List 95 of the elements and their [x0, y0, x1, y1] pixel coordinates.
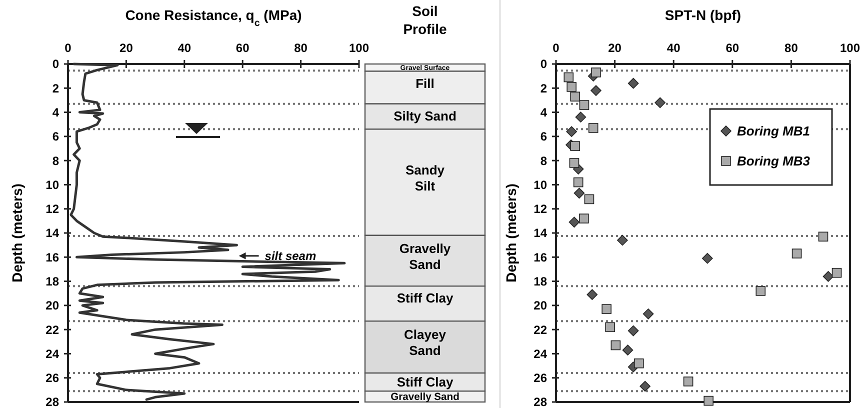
- series-label: Silty Sand: [394, 108, 456, 124]
- point: [579, 100, 590, 110]
- y-tick-label: 18: [534, 274, 548, 288]
- point: [634, 358, 644, 368]
- x-tick-label: 100: [348, 41, 370, 55]
- y-tick-label: 24: [46, 346, 60, 361]
- x-tick-label: 80: [294, 41, 308, 55]
- point: [564, 72, 574, 82]
- y-tick-label: 8: [52, 154, 60, 168]
- series-label: Gravelly Sand: [399, 240, 452, 272]
- series-label: Sandy Silt: [405, 162, 446, 194]
- y-tick-label: 12: [534, 202, 548, 216]
- point: [586, 289, 598, 300]
- point: [683, 376, 694, 386]
- y-tick-label: 2: [52, 81, 60, 96]
- series-label: Stiff Clay: [396, 290, 454, 306]
- y-tick-label: 24: [534, 346, 548, 361]
- line-series: [70, 62, 346, 401]
- point: [792, 248, 802, 258]
- point: [605, 322, 615, 332]
- y-tick-label: 6: [52, 130, 60, 144]
- point: [579, 214, 589, 224]
- point: [574, 188, 585, 199]
- point: [654, 97, 666, 108]
- y-tick-label: 10: [46, 178, 60, 192]
- series-label: Clayey Sand: [404, 327, 447, 358]
- y-tick-label: 4: [540, 105, 548, 120]
- y-axis-title: Depth (meters): [503, 184, 519, 282]
- point: [628, 78, 639, 89]
- series-label: Gravelly Sand: [390, 392, 460, 404]
- x-tick-label: 60: [726, 41, 740, 55]
- series-label: Stiff Clay: [396, 374, 454, 390]
- legend-label: Boring MB3: [737, 154, 811, 169]
- point: [702, 252, 713, 264]
- x-tick-label: 40: [666, 41, 681, 55]
- x-tick-label: 80: [784, 41, 798, 55]
- y-tick-label: 26: [534, 371, 548, 386]
- y-tick-label: 6: [540, 130, 548, 144]
- point: [570, 141, 580, 151]
- point: [569, 158, 580, 168]
- x-tick-label: 0: [64, 41, 72, 55]
- y-tick-label: 20: [46, 298, 60, 313]
- y-tick-label: 2: [540, 81, 548, 96]
- point: [640, 380, 650, 392]
- y-tick-label: 16: [46, 250, 60, 264]
- y-tick-label: 14: [46, 226, 60, 240]
- point: [610, 340, 621, 350]
- y-tick-label: 0: [540, 57, 548, 72]
- y-tick-label: 20: [534, 298, 548, 313]
- chart-title: SPT-N (bpf): [664, 7, 742, 23]
- x-tick-label: 60: [236, 41, 250, 55]
- series-label: Fill: [416, 76, 434, 91]
- point: [566, 82, 576, 92]
- y-tick-label: 4: [52, 105, 60, 120]
- point: [588, 123, 598, 133]
- point: [822, 271, 834, 282]
- y-tick-label: 12: [46, 202, 60, 216]
- point: [591, 68, 601, 78]
- chart-title: Cone Resistance, q$_{c}$ (MPa): [125, 7, 302, 28]
- y-tick-label: 16: [534, 250, 548, 264]
- x-tick-label: 20: [120, 41, 134, 55]
- y-tick-label: 22: [46, 322, 60, 337]
- point: [818, 232, 828, 242]
- y-tick-label: 28: [534, 395, 548, 408]
- x-tick-label: 40: [178, 41, 192, 55]
- point: [628, 325, 639, 336]
- x-tick-label: 100: [840, 41, 860, 55]
- point: [622, 344, 634, 356]
- x-tick-label: 20: [608, 41, 622, 55]
- point: [756, 286, 766, 296]
- y-tick-label: 28: [46, 395, 60, 408]
- y-axis-title: Depth (meters): [9, 184, 25, 282]
- y-tick-label: 18: [46, 274, 60, 288]
- point: [575, 112, 586, 123]
- y-tick-label: 22: [534, 322, 548, 337]
- y-tick-label: 8: [540, 154, 548, 168]
- point: [568, 216, 580, 228]
- y-tick-label: 14: [534, 226, 548, 240]
- y-tick-label: 10: [534, 178, 548, 192]
- point: [617, 234, 628, 246]
- point: [584, 194, 594, 204]
- point: [602, 304, 612, 314]
- point: [566, 126, 577, 137]
- point: [642, 308, 654, 320]
- point: [573, 177, 584, 188]
- annotation: silt seam: [264, 249, 316, 264]
- chart-title: Soil Profile: [403, 3, 447, 37]
- y-tick-label: 0: [52, 57, 60, 72]
- x-tick-label: 0: [552, 41, 560, 55]
- point: [832, 268, 842, 278]
- legend-label: Boring MB1: [737, 124, 810, 139]
- point: [704, 396, 714, 406]
- y-tick-label: 26: [46, 371, 60, 386]
- point: [590, 85, 602, 96]
- point: [570, 92, 580, 102]
